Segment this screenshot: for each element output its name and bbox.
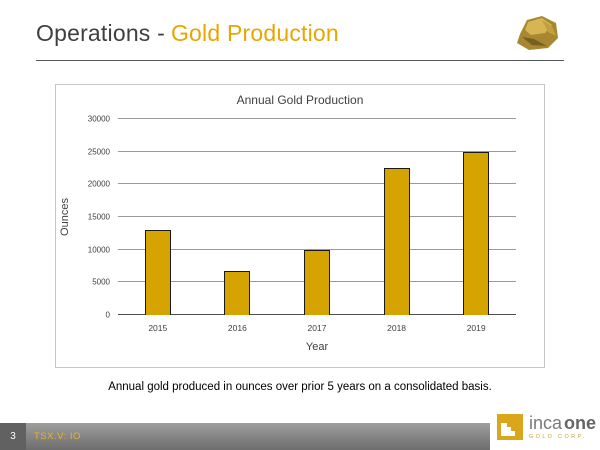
ticker-label: TSX.V: IO — [34, 431, 81, 442]
gridline — [118, 216, 516, 217]
logo-word-inca: inca — [529, 413, 563, 433]
chart: Annual Gold Production Ounces 0 5000 10000… — [55, 84, 545, 368]
x-tick-label: 2015 — [148, 323, 168, 333]
bars — [118, 119, 516, 315]
y-tick-label: 20000 — [87, 179, 110, 189]
bar-slot — [277, 119, 357, 315]
x-axis-label: Year — [305, 341, 329, 353]
y-tick-label: 5000 — [92, 277, 110, 287]
bar-slot — [198, 119, 278, 315]
bar-2018 — [383, 168, 410, 315]
y-tick-label: 0 — [105, 310, 110, 320]
gridline — [118, 118, 516, 119]
title-divider — [36, 60, 564, 61]
y-tick-label: 30000 — [87, 114, 110, 124]
slide-title: Operations - Gold Production — [36, 20, 339, 47]
y-tick-label: 15000 — [87, 212, 110, 222]
company-logo: inca one GOLD CORP. — [490, 404, 600, 450]
bar-2016 — [224, 271, 251, 315]
logo-icon — [497, 414, 523, 440]
gold-nugget-image — [517, 16, 558, 50]
logo-text: inca one GOLD CORP. — [529, 414, 596, 440]
bar-slot — [357, 119, 437, 315]
gridline — [118, 150, 516, 152]
x-tick-label: 2018 — [387, 323, 407, 333]
page-number: 3 — [0, 423, 26, 450]
chart-title: Annual Gold Production — [236, 93, 364, 107]
slide-title-highlight: Gold Production — [170, 20, 339, 46]
x-axis-ticks: 2015 2016 2017 2018 2019 — [118, 323, 516, 333]
gridline — [118, 183, 516, 185]
logo-word-one: one — [564, 413, 597, 433]
x-tick-label: 2019 — [466, 323, 486, 333]
x-tick-label: 2016 — [227, 323, 247, 333]
plot-area — [118, 118, 516, 315]
bar-2019 — [463, 151, 490, 315]
y-tick-label: 25000 — [87, 147, 110, 157]
x-tick-label: 2017 — [307, 323, 327, 333]
bar-2017 — [303, 249, 330, 315]
bar-2015 — [144, 230, 171, 315]
y-tick-label: 10000 — [87, 245, 110, 255]
gridline — [118, 248, 516, 250]
bar-slot — [118, 119, 198, 315]
logo-subtext: GOLD CORP. — [529, 434, 587, 440]
bar-slot — [436, 119, 516, 315]
caption: Annual gold produced in ounces over prio… — [108, 381, 492, 393]
slide-title-prefix: Operations - — [36, 20, 165, 46]
y-axis-ticks: 0 5000 10000 15000 20000 25000 30000 — [70, 115, 114, 320]
